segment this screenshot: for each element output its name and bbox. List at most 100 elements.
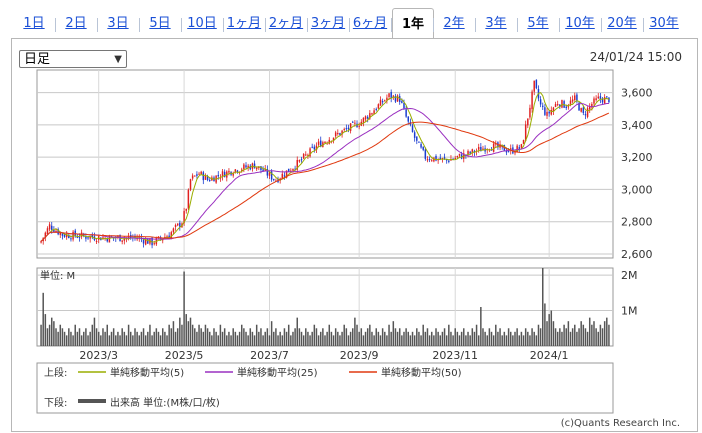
candle-body — [78, 236, 81, 238]
volume-plot-area — [36, 267, 614, 347]
tab-0[interactable]: 1日 — [23, 16, 45, 31]
volume-bar — [228, 331, 230, 346]
candle-body — [253, 163, 256, 169]
volume-bar — [503, 331, 506, 346]
datetime-label: 24/01/24 15:00 — [589, 50, 682, 64]
candle-body — [292, 168, 294, 171]
candle-body — [477, 147, 480, 150]
volume-bar — [42, 292, 44, 346]
volume-bar — [258, 331, 260, 346]
volume-bar — [138, 335, 141, 346]
volume-bar — [535, 335, 538, 346]
candle-body — [467, 150, 469, 155]
volume-bar — [127, 324, 130, 346]
volume-bar — [392, 321, 395, 346]
candle-body — [418, 141, 420, 143]
candle-body — [176, 223, 179, 226]
tab-3[interactable]: 5日 — [149, 16, 171, 31]
volume-bar — [433, 335, 435, 346]
tab-5[interactable]: 1ヶ月 — [226, 16, 262, 31]
candle-body — [189, 179, 192, 190]
candle-body — [134, 236, 136, 238]
candle-body — [123, 238, 126, 241]
tab-1[interactable]: 2日 — [65, 16, 87, 31]
volume-bar — [204, 324, 207, 346]
volume-bar — [206, 328, 209, 346]
volume-bar — [70, 331, 72, 346]
candle-body — [91, 234, 94, 238]
candle-body — [580, 108, 582, 112]
volume-bar — [544, 303, 546, 346]
candle-body — [420, 143, 422, 148]
candle-body — [601, 98, 604, 103]
period-select[interactable]: 日足 ▼ — [19, 50, 127, 68]
volume-bar — [450, 331, 452, 346]
candle-body — [172, 228, 175, 233]
volume-bar — [283, 328, 286, 346]
volume-bar — [495, 324, 497, 346]
candle-body — [352, 121, 354, 123]
candle-body — [305, 154, 307, 156]
candle-body — [571, 99, 574, 102]
volume-bar — [516, 328, 518, 346]
tab-7[interactable]: 3ヶ月 — [310, 16, 346, 31]
candle-body — [388, 93, 390, 98]
candle-body — [586, 108, 589, 117]
volume-bar — [157, 331, 160, 346]
volume-bar — [232, 328, 234, 346]
volume-bar — [416, 328, 418, 346]
volume-bar — [119, 335, 121, 346]
x-tick-label: 2023/5 — [165, 349, 204, 362]
tab-8[interactable]: 6ヶ月 — [352, 16, 388, 31]
candle-body — [324, 141, 326, 144]
candle-body — [194, 175, 196, 177]
candle-body — [482, 148, 484, 150]
volume-bar — [311, 331, 313, 346]
tab-2[interactable]: 3日 — [107, 16, 129, 31]
volume-bar — [46, 328, 49, 346]
candle-body — [243, 164, 245, 170]
candle-body — [597, 96, 600, 99]
tab-11[interactable]: 3年 — [485, 16, 507, 31]
candle-body — [48, 224, 51, 230]
tab-separator — [559, 18, 560, 32]
candle-body — [584, 114, 587, 116]
candle-body — [61, 233, 64, 236]
tab-15[interactable]: 30年 — [649, 16, 679, 31]
volume-bar — [582, 324, 585, 346]
tab-separator — [517, 18, 518, 32]
candle-body — [362, 117, 365, 123]
tab-13[interactable]: 10年 — [565, 16, 595, 31]
volume-bar — [398, 328, 401, 346]
tab-10[interactable]: 2年 — [443, 16, 465, 31]
volume-bar — [454, 328, 456, 346]
volume-bar — [567, 321, 570, 346]
period-tabs: 1日 2日 3日 5日 10日 1ヶ月 2ヶ月 3ヶ月 6ヶ月 1年 2年 3年 5年 10年 20年 30年 — [0, 8, 702, 40]
volume-bar — [153, 331, 155, 346]
candle-body — [68, 234, 70, 239]
volume-bar — [147, 331, 149, 346]
candle-body — [70, 238, 72, 240]
tab-6[interactable]: 2ヶ月 — [268, 16, 304, 31]
volume-bar — [279, 331, 281, 346]
tab-separator — [265, 18, 266, 32]
volume-bar — [240, 324, 243, 346]
candle-body — [311, 146, 313, 148]
volume-bar — [608, 324, 610, 346]
volume-bar — [330, 331, 333, 346]
volume-bar — [89, 331, 91, 346]
volume-bar — [439, 335, 442, 346]
volume-bar — [112, 328, 115, 346]
volume-bar — [377, 331, 380, 346]
candle-body — [245, 165, 247, 168]
volume-bar — [194, 328, 196, 346]
volume-bar — [44, 314, 47, 346]
tab-14[interactable]: 20年 — [607, 16, 637, 31]
price-tick-label: 3,600 — [621, 87, 653, 100]
tab-4[interactable]: 10日 — [187, 16, 217, 31]
volume-bar — [315, 328, 318, 346]
tab-12[interactable]: 5年 — [527, 16, 549, 31]
x-tick-label: 2023/9 — [340, 349, 379, 362]
volume-bar — [550, 310, 553, 346]
candle-body — [89, 236, 91, 239]
